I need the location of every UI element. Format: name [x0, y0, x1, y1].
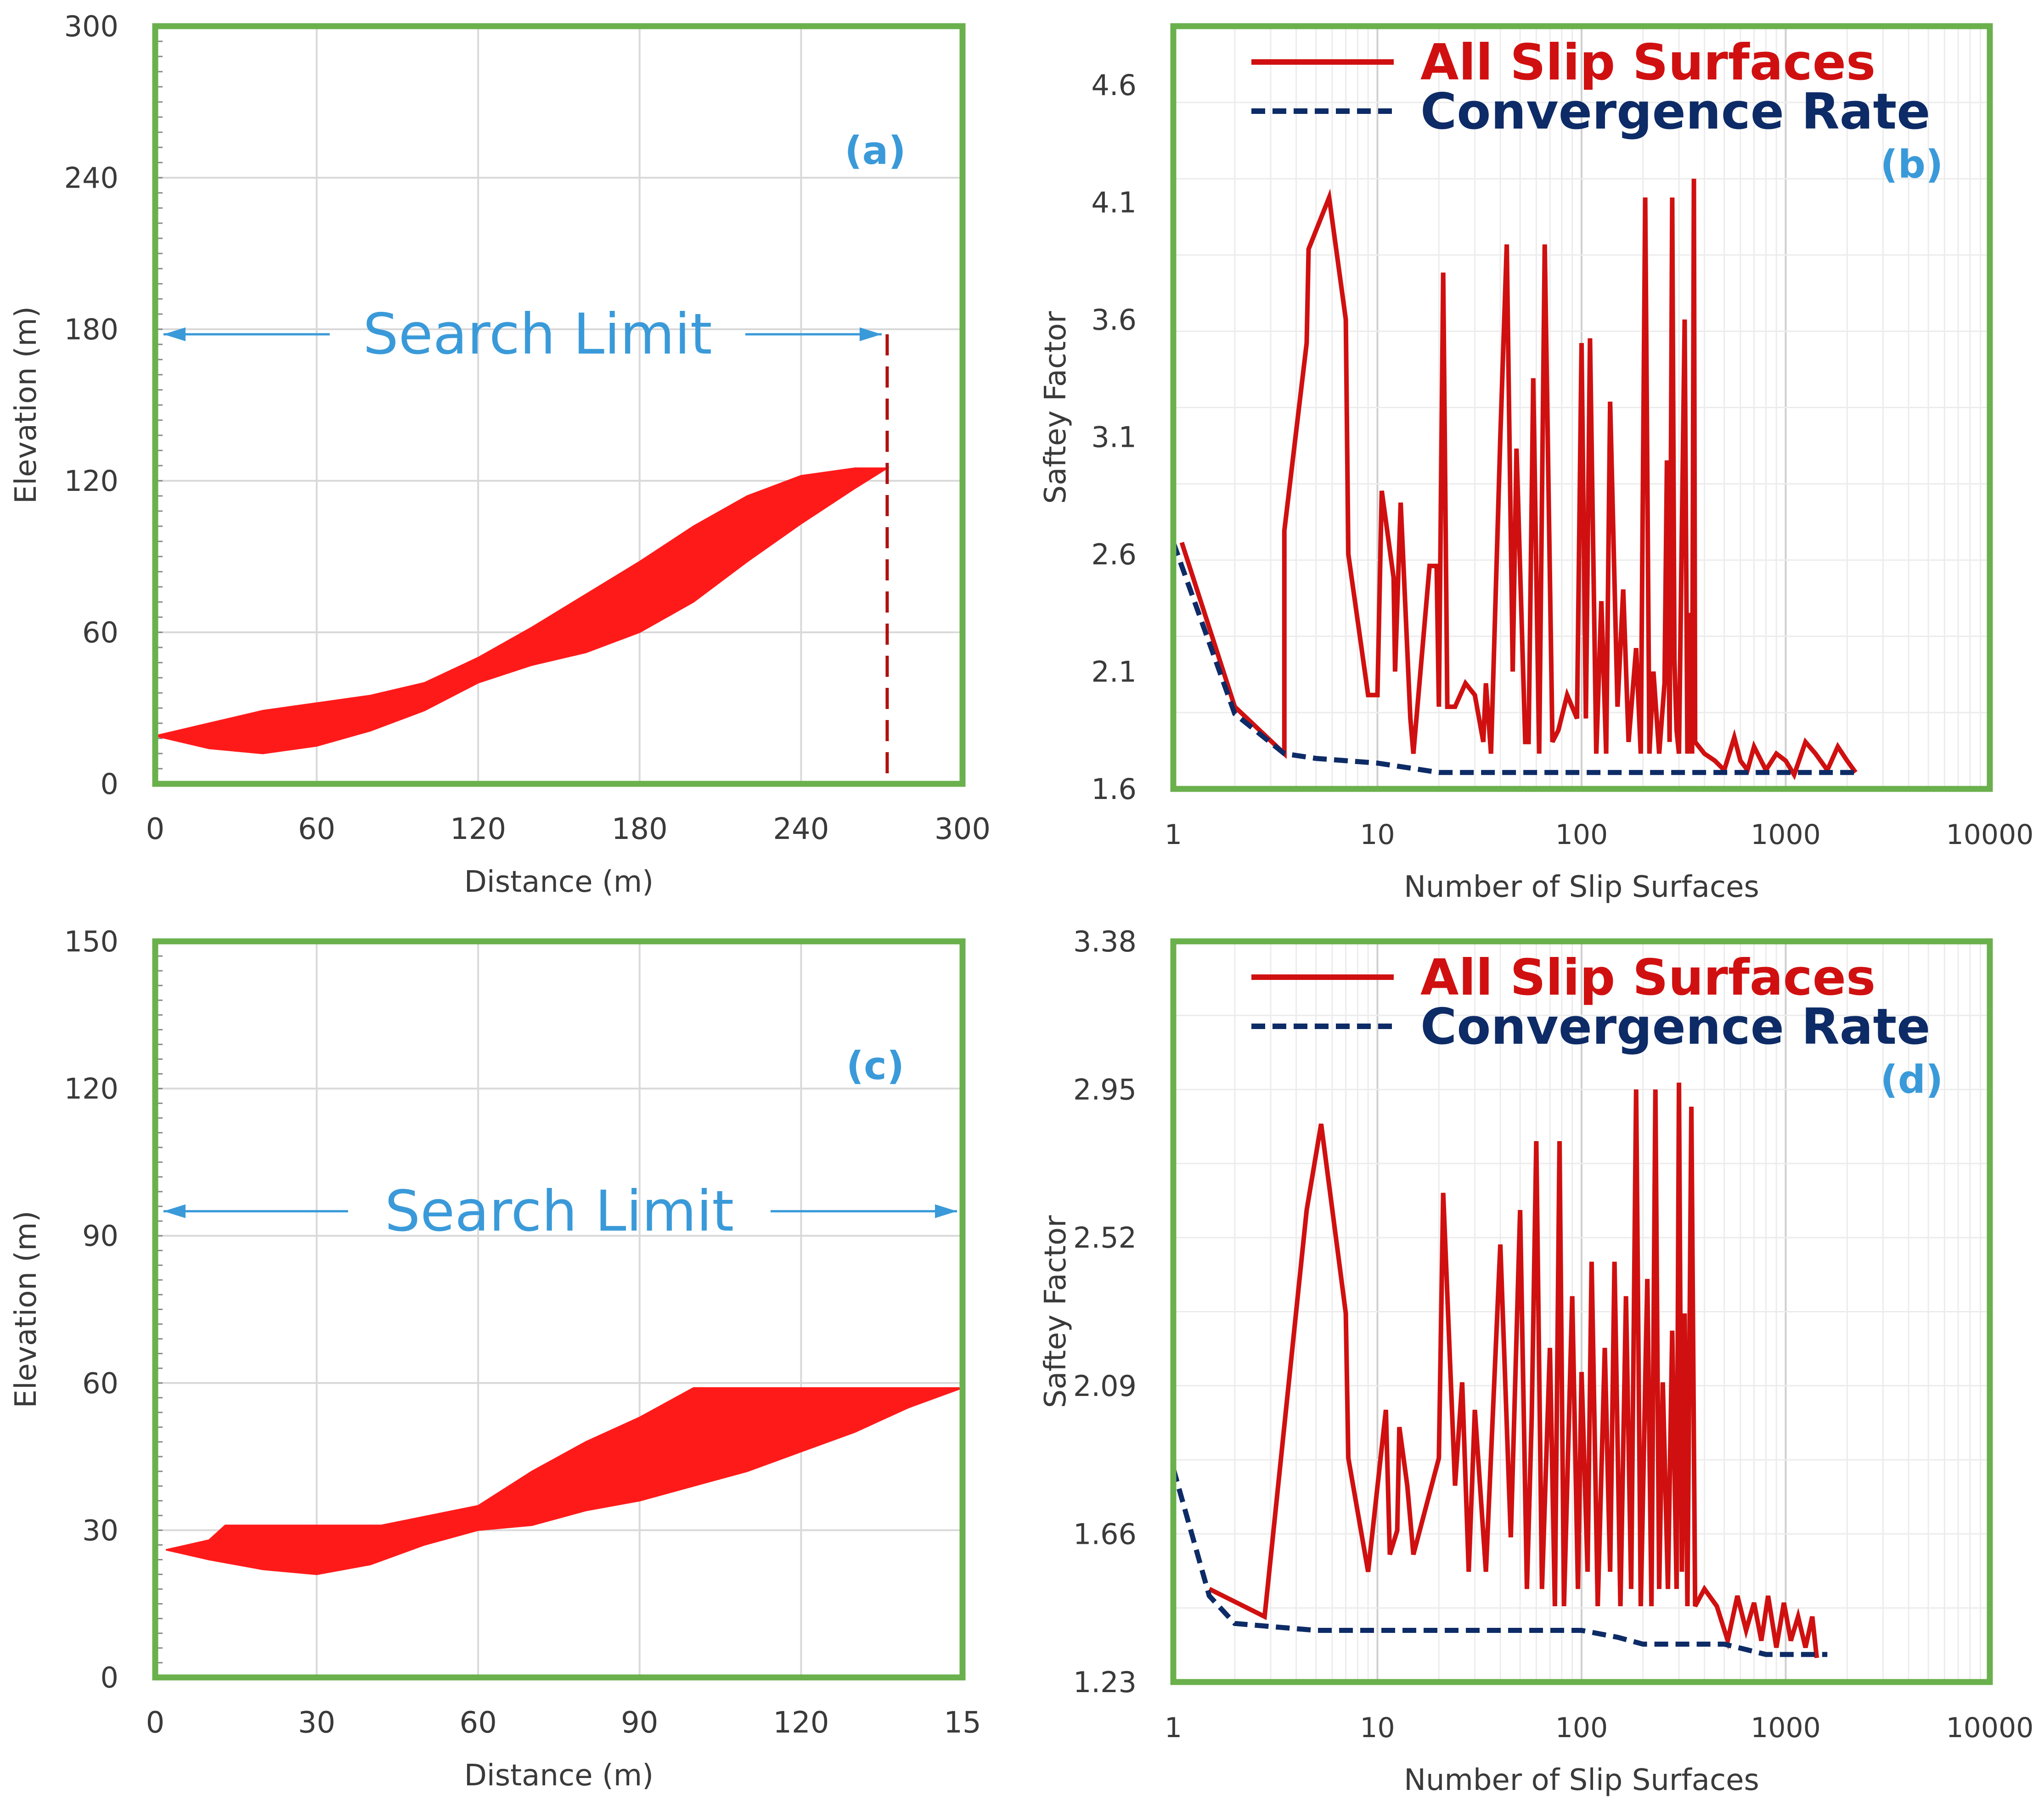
- plot-area-a: Search Limit: [155, 302, 890, 784]
- x-tick-label: 90: [621, 1706, 658, 1740]
- series-all-slip-surfaces: [1179, 179, 1858, 781]
- x-tick-label: 100: [1555, 819, 1608, 851]
- legend-label-slip: All Slip Surfaces: [1420, 949, 1875, 1007]
- x-tick-label: 10000: [1946, 819, 2034, 851]
- y-tick-label: 300: [64, 10, 118, 43]
- slip-zone: [155, 467, 890, 754]
- y-tick-label: 2.6: [1091, 538, 1137, 571]
- series-all-slip-surfaces: [1208, 1082, 1819, 1659]
- y-tick-label: 2.95: [1073, 1073, 1137, 1107]
- y-tick-label: 4.6: [1091, 68, 1137, 102]
- y-tick-label: 0: [101, 1661, 118, 1694]
- grid-a: [154, 25, 963, 785]
- plot-frame-b: [1170, 23, 1993, 792]
- y-tick-label: 1.23: [1073, 1665, 1137, 1699]
- y-tick-label: 2.09: [1073, 1369, 1137, 1403]
- y-tick-label: 150: [64, 925, 118, 958]
- x-axis-label: Number of Slip Surfaces: [1404, 870, 1759, 904]
- y-tick-label: 90: [82, 1219, 118, 1253]
- legend-label-convergence: Convergence Rate: [1420, 83, 1930, 141]
- x-tick-label: 0: [146, 812, 165, 846]
- x-tick-label: 10: [1360, 1712, 1395, 1744]
- y-tick-label: 60: [82, 616, 118, 649]
- y-tick-label: 120: [64, 464, 118, 498]
- arrowhead-right-icon: [935, 1204, 957, 1218]
- y-tick-label: 240: [64, 161, 118, 195]
- panel-label: (b): [1881, 142, 1943, 187]
- y-axis-label: Elevation (m): [9, 306, 43, 504]
- x-tick-label: 10: [1360, 819, 1395, 851]
- panel-label: (d): [1881, 1057, 1943, 1102]
- arrowhead-right-icon: [859, 327, 882, 341]
- legend-label-slip: All Slip Surfaces: [1420, 34, 1875, 91]
- search-limit-annotation: Search Limit: [363, 302, 712, 367]
- series-convergence-rate: [1171, 1468, 1828, 1657]
- panel-b: 1 10 100 1000 10000 1.6 2.1 2.6 3.1 3.6 4.1 4.6 Numb…: [1039, 23, 2034, 904]
- x-tick-label: 1: [1165, 819, 1182, 851]
- x-tick-label: 15: [944, 1706, 981, 1740]
- y-tick-label: 1.66: [1073, 1517, 1137, 1551]
- y-tick-label: 2.52: [1073, 1221, 1137, 1255]
- x-tick-label: 1000: [1751, 1712, 1821, 1744]
- x-tick-label: 0: [146, 1706, 165, 1740]
- x-axis-label: Distance (m): [464, 865, 653, 899]
- x-tick-label: 180: [612, 812, 668, 846]
- y-tick-label: 2.1: [1091, 655, 1137, 688]
- x-axis-label: Distance (m): [464, 1759, 653, 1793]
- y-tick-label: 120: [64, 1072, 118, 1106]
- panel-label: (c): [846, 1043, 905, 1088]
- y-tick-label: 30: [82, 1513, 118, 1547]
- x-tick-label: 240: [773, 812, 829, 846]
- x-tick-label: 100: [1555, 1712, 1608, 1744]
- arrowhead-left-icon: [163, 327, 186, 341]
- x-tick-label: 1000: [1751, 819, 1821, 851]
- x-tick-label: 1: [1165, 1712, 1182, 1744]
- grid-d: [1173, 941, 1990, 1682]
- x-tick-label: 10000: [1946, 1712, 2034, 1744]
- legend-label-convergence: Convergence Rate: [1420, 998, 1930, 1056]
- y-tick-label: 0: [101, 767, 118, 801]
- plot-frame-a: [152, 23, 966, 787]
- panel-label: (a): [845, 128, 906, 173]
- panel-a: 0 60 120 180 240 300 0 60 120 180 240 300 Distance (…: [9, 10, 991, 899]
- y-axis-label: Saftey Factor: [1039, 311, 1073, 504]
- x-tick-label: 60: [459, 1706, 496, 1740]
- y-tick-label: 4.1: [1091, 186, 1137, 219]
- x-tick-label: 120: [450, 812, 506, 846]
- y-axis-label: Elevation (m): [9, 1211, 43, 1408]
- series-convergence-rate: [1171, 541, 1856, 775]
- panel-d: 1 10 100 1000 10000 1.23 1.66 2.09 2.52 2.95 3.38 N…: [1039, 925, 2033, 1797]
- slip-zone: [166, 1387, 963, 1575]
- arrowhead-left-icon: [163, 1204, 186, 1218]
- x-axis-label: Number of Slip Surfaces: [1404, 1763, 1759, 1797]
- search-limit-annotation: Search Limit: [385, 1179, 734, 1244]
- plot-frame-d: [1170, 938, 1993, 1685]
- y-axis-label: Saftey Factor: [1039, 1215, 1073, 1408]
- y-tick-label: 1.6: [1091, 772, 1137, 806]
- plot-area-c: Search Limit: [163, 1179, 964, 1677]
- y-tick-label: 3.38: [1073, 925, 1137, 958]
- plot-frame-c: [152, 938, 966, 1681]
- y-tick-label: 3.1: [1091, 420, 1137, 454]
- x-tick-label: 30: [298, 1706, 335, 1740]
- x-tick-label: 300: [935, 812, 991, 846]
- x-tick-label: 120: [773, 1706, 829, 1740]
- y-tick-label: 3.6: [1091, 303, 1137, 337]
- y-tick-label: 60: [82, 1367, 118, 1400]
- y-tick-label: 180: [64, 313, 118, 346]
- x-tick-label: 60: [298, 812, 335, 846]
